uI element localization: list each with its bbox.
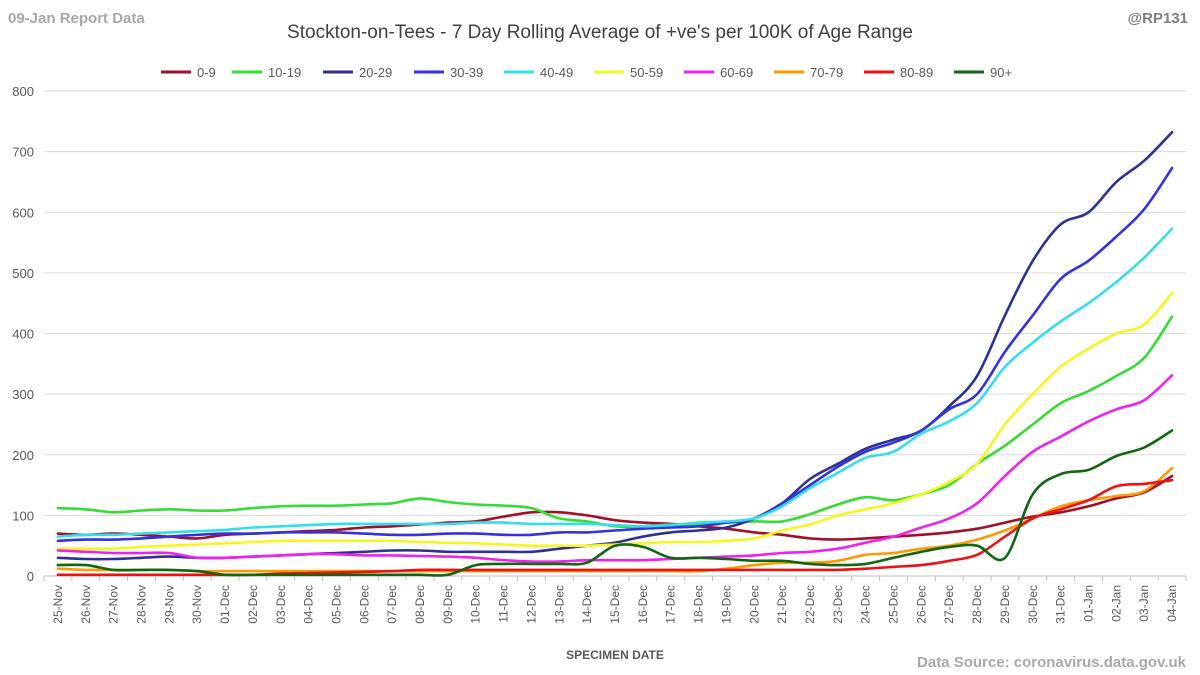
x-tick-label: 04-Jan — [1165, 585, 1179, 622]
x-tick-label: 16-Dec — [636, 585, 650, 624]
x-tick-label: 28-Dec — [970, 585, 984, 624]
x-tick-label: 19-Dec — [719, 585, 733, 624]
x-tick-label: 27-Dec — [942, 585, 956, 624]
x-tick-label: 12-Dec — [524, 585, 538, 624]
legend-item-30-39: 30-39 — [414, 65, 483, 80]
x-tick-label: 05-Dec — [329, 585, 343, 624]
y-tick-label: 100 — [12, 508, 34, 523]
x-tick-label: 15-Dec — [608, 585, 622, 624]
legend-item-10-19: 10-19 — [232, 65, 301, 80]
legend-label: 10-19 — [268, 65, 301, 80]
legend-label: 90+ — [990, 65, 1012, 80]
x-tick-label: 07-Dec — [385, 585, 399, 624]
series-line-90plus — [56, 429, 1174, 577]
x-tick-label: 01-Jan — [1082, 585, 1096, 622]
x-tick-label: 30-Dec — [1026, 585, 1040, 624]
x-tick-label: 31-Dec — [1054, 585, 1068, 624]
x-tick-label: 24-Dec — [859, 585, 873, 624]
legend-item-0-9: 0-9 — [161, 65, 216, 80]
legend-item-60-69: 60-69 — [684, 65, 753, 80]
x-tick-label: 22-Dec — [803, 585, 817, 624]
legend-label: 30-39 — [450, 65, 483, 80]
x-tick-label: 21-Dec — [775, 585, 789, 624]
legend-label: 70-79 — [810, 65, 843, 80]
series-line-30-39 — [56, 166, 1174, 543]
x-tick-label: 04-Dec — [302, 585, 316, 624]
x-tick-label: 01-Dec — [218, 585, 232, 624]
x-tick-label: 29-Dec — [998, 585, 1012, 624]
y-tick-label: 300 — [12, 387, 34, 402]
x-tick-label: 03-Dec — [274, 585, 288, 624]
y-tick-label: 800 — [12, 84, 34, 99]
x-tick-label: 20-Dec — [747, 585, 761, 624]
legend-item-50-59: 50-59 — [594, 65, 663, 80]
series-layer — [56, 130, 1174, 577]
x-tick-label: 14-Dec — [580, 585, 594, 624]
x-tick-label: 02-Jan — [1109, 585, 1123, 622]
x-tick-label: 09-Dec — [441, 585, 455, 624]
x-tick-label: 10-Dec — [469, 585, 483, 624]
legend-label: 20-29 — [359, 65, 392, 80]
series-line-40-49 — [56, 227, 1174, 538]
x-tick-label: 17-Dec — [664, 585, 678, 624]
legend-label: 40-49 — [540, 65, 573, 80]
legend-item-20-29: 20-29 — [323, 65, 392, 80]
x-tick-label: 13-Dec — [552, 585, 566, 624]
x-tick-label: 08-Dec — [413, 585, 427, 624]
y-tick-label: 0 — [27, 569, 34, 584]
data-source: Data Source: coronavirus.data.gov.uk — [917, 654, 1187, 671]
legend-item-40-49: 40-49 — [504, 65, 573, 80]
y-tick-label: 500 — [12, 266, 34, 281]
axis-layer: 0 100 200 300 400 500 600 700 800 25-Nov 26-Nov 27-… — [12, 84, 1187, 624]
x-tick-label: 03-Jan — [1137, 585, 1151, 622]
x-tick-label: 28-Nov — [134, 585, 148, 624]
y-tick-label: 700 — [12, 145, 34, 160]
legend-item-70-79: 70-79 — [774, 65, 843, 80]
x-tick-label: 02-Dec — [246, 585, 260, 624]
x-tick-label: 06-Dec — [357, 585, 371, 624]
handle-label: @RP131 — [1128, 10, 1189, 27]
legend-item-80-89: 80-89 — [864, 65, 933, 80]
x-tick-label: 26-Nov — [79, 585, 93, 624]
legend-label: 80-89 — [900, 65, 933, 80]
y-tick-label: 200 — [12, 448, 34, 463]
x-tick-label: 26-Dec — [914, 585, 928, 624]
y-tick-label: 400 — [12, 327, 34, 342]
x-tick-label: 30-Nov — [190, 585, 204, 624]
report-label: 09-Jan Report Data — [8, 10, 145, 27]
x-tick-label: 25-Nov — [51, 585, 65, 624]
grid-layer — [44, 90, 1186, 516]
x-tick-label: 23-Dec — [831, 585, 845, 624]
x-tick-label: 29-Nov — [162, 585, 176, 624]
series-line-10-19 — [56, 315, 1174, 529]
x-tick-label: 25-Dec — [887, 585, 901, 624]
series-line-60-69 — [56, 374, 1174, 563]
chart-title: Stockton-on-Tees - 7 Day Rolling Average… — [287, 22, 913, 43]
x-tick-label: 11-Dec — [497, 585, 511, 623]
series-line-20-29 — [56, 130, 1174, 561]
x-tick-label: 27-Nov — [107, 585, 121, 624]
legend-label: 0-9 — [197, 65, 216, 80]
x-axis-title: SPECIMEN DATE — [566, 648, 664, 662]
x-tick-label: 18-Dec — [692, 585, 706, 624]
legend-item-90plus: 90+ — [954, 65, 1012, 80]
legend-label: 60-69 — [720, 65, 753, 80]
legend: 0-9 10-19 20-29 30-39 40-49 50-59 60-69 70-79 80… — [161, 65, 1012, 80]
y-tick-label: 600 — [12, 205, 34, 220]
legend-label: 50-59 — [630, 65, 663, 80]
